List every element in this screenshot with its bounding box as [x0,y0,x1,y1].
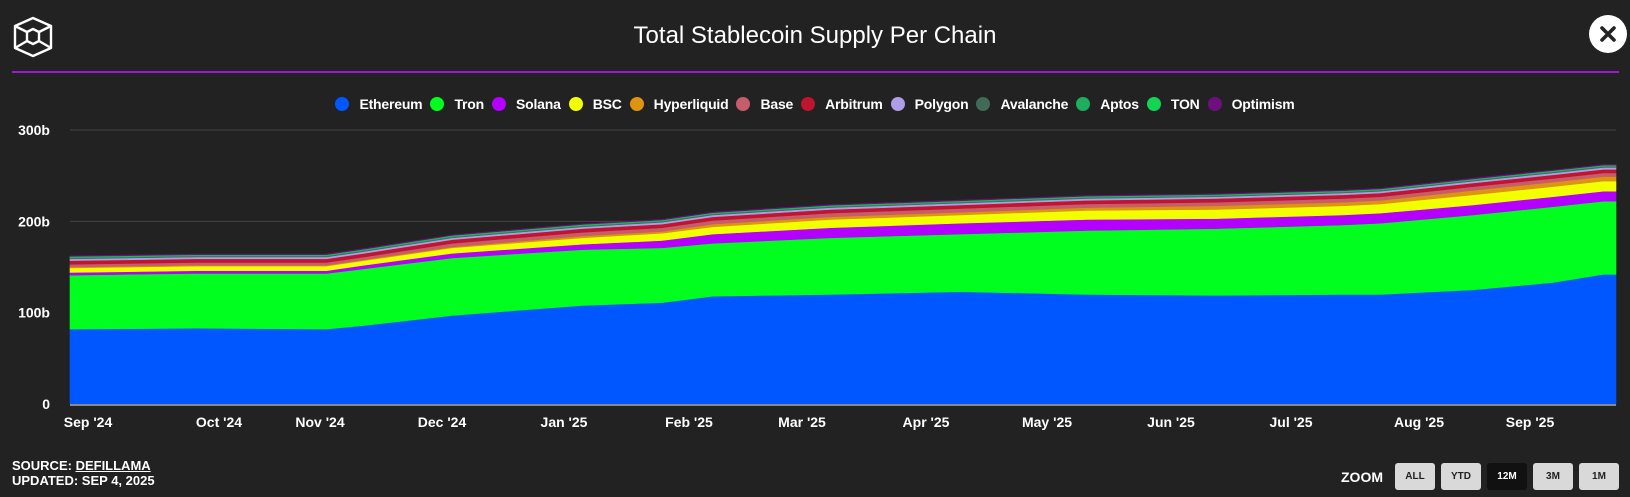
x-tick-label: Jan '25 [541,414,588,430]
legend-dot-icon [801,97,816,111]
close-icon [1600,26,1616,42]
updated-date: UPDATED: SEP 4, 2025 [12,473,155,488]
legend-dot-icon [890,97,905,111]
chart-footer: SOURCE: DEFILLAMA UPDATED: SEP 4, 2025 [12,458,155,488]
legend-item-base[interactable]: Base [736,96,793,112]
legend-dot-icon [1207,97,1222,111]
legend-item-arbitrum[interactable]: Arbitrum [801,96,883,112]
x-tick-label: Jun '25 [1147,414,1195,430]
x-tick-label: Feb '25 [665,414,713,430]
legend-item-solana[interactable]: Solana [491,96,561,112]
zoom-12m-button[interactable]: 12M [1487,463,1527,490]
legend-item-optimism[interactable]: Optimism [1207,96,1295,112]
y-tick-label: 100b [18,305,50,321]
legend-label: Optimism [1231,96,1295,112]
y-tick-label: 200b [18,213,50,229]
legend-dot-icon [976,97,991,111]
legend-label: Hyperliquid [653,96,729,112]
zoom-ytd-button[interactable]: YTD [1441,463,1481,490]
legend-dot-icon [568,97,583,111]
legend-item-ton[interactable]: TON [1146,96,1200,112]
x-tick-label: Dec '24 [418,414,467,430]
legend-item-tron[interactable]: Tron [430,96,484,112]
legend-label: Tron [454,96,484,112]
x-tick-label: Oct '24 [196,414,242,430]
zoom-all-button[interactable]: ALL [1395,463,1435,490]
legend-dot-icon [736,97,751,111]
legend-dot-icon [1146,97,1161,111]
chart-legend: Ethereum Tron Solana BSC Hyperliquid Base Arbi… [0,96,1630,112]
header-divider [12,71,1619,73]
legend-dot-icon [430,97,445,111]
legend-label: Polygon [914,96,969,112]
stacked-area-chart: 0 100b 200b 300b Sep '24 Oct '24 Nov '24 Dec '2… [18,122,1617,430]
x-tick-label: Aug '25 [1394,414,1444,430]
legend-label: TON [1170,96,1200,112]
zoom-label: ZOOM [1341,468,1383,485]
legend-label: Ethereum [359,96,423,112]
x-tick-label: Jul '25 [1269,414,1312,430]
source-link[interactable]: DEFILLAMA [75,458,151,473]
legend-label: Base [760,96,794,112]
zoom-1m-button[interactable]: 1M [1579,463,1619,490]
legend-dot-icon [1076,97,1091,111]
legend-label: Arbitrum [825,96,883,112]
cube-logo-icon [13,16,53,58]
x-tick-label: Mar '25 [778,414,826,430]
legend-label: Avalanche [1000,96,1069,112]
x-tick-label: Sep '24 [64,414,113,430]
legend-item-avalanche[interactable]: Avalanche [976,96,1068,112]
zoom-controls: ZOOM ALL YTD 12M 3M 1M [1341,463,1625,490]
legend-item-hyperliquid[interactable]: Hyperliquid [629,96,729,112]
legend-label: Aptos [1100,96,1139,112]
legend-dot-icon [491,97,506,111]
close-button[interactable] [1589,15,1627,53]
legend-dot-icon [335,97,350,111]
chart-title: Total Stablecoin Supply Per Chain [633,22,997,49]
x-tick-label: May '25 [1022,414,1072,430]
legend-item-ethereum[interactable]: Ethereum [335,96,423,112]
x-tick-label: Sep '25 [1506,414,1555,430]
x-tick-label: Apr '25 [903,414,950,430]
legend-dot-icon [629,97,644,111]
legend-item-polygon[interactable]: Polygon [890,96,969,112]
legend-item-aptos[interactable]: Aptos [1076,96,1139,112]
area-series-optimism [69,164,1617,257]
x-tick-label: Nov '24 [295,414,344,430]
y-tick-label: 300b [18,122,50,138]
legend-label: Solana [515,96,561,112]
y-tick-label: 0 [42,396,50,412]
legend-item-bsc[interactable]: BSC [568,96,622,112]
zoom-3m-button[interactable]: 3M [1533,463,1573,490]
legend-label: BSC [592,96,622,112]
source-label: SOURCE: [12,458,76,473]
